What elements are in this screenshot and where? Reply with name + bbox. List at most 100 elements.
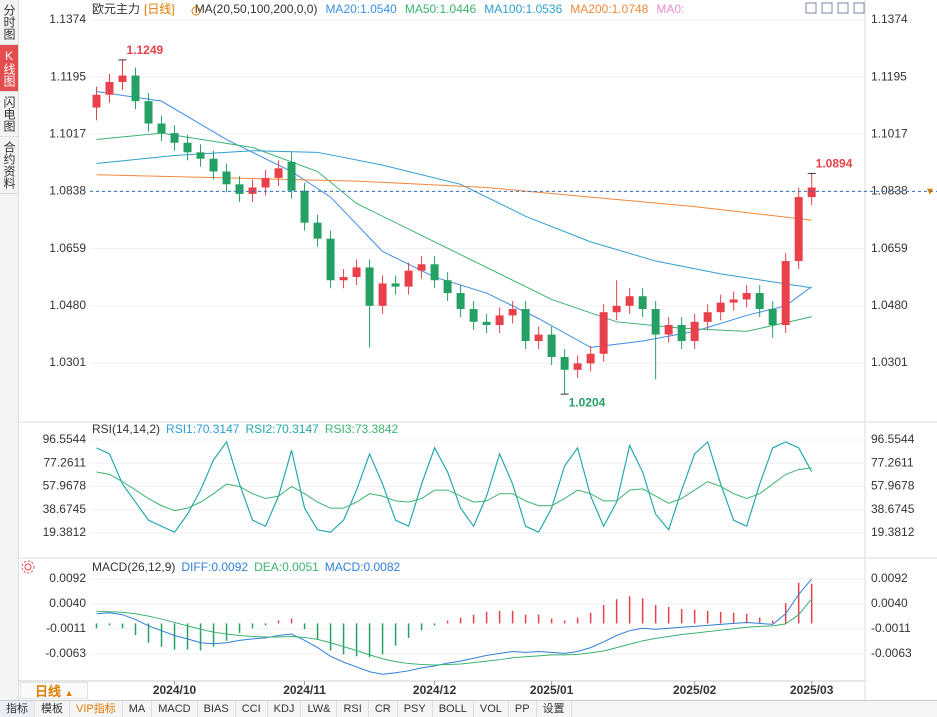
candle-body [612, 305, 621, 313]
candle-body [742, 293, 751, 300]
candle-body [729, 299, 738, 303]
icon[interactable] [24, 563, 32, 571]
y-tick-label: 1.0838 [49, 184, 86, 198]
candle-body [183, 142, 192, 153]
header-label: [日线] [144, 2, 175, 16]
toolbar-item[interactable]: CR [369, 701, 398, 717]
toolbar-item[interactable]: VIP指标 [70, 701, 123, 717]
toolbar-item[interactable]: 模板 [35, 701, 70, 717]
y-tick-label: 19.3812 [43, 525, 87, 539]
y-tick-label-right: 77.2611 [871, 455, 914, 469]
y-tick-label: 1.1374 [49, 12, 86, 26]
extreme-label: 1.1249 [127, 43, 164, 57]
header-label: MACD(26,12,9) [92, 560, 175, 574]
macd-line [96, 578, 813, 675]
y-tick-label: 77.2611 [44, 455, 87, 469]
icon[interactable] [821, 2, 833, 14]
toolbar-item[interactable]: CCI [236, 701, 268, 717]
candle-body [209, 158, 218, 172]
y-tick-label-right: 19.3812 [871, 525, 915, 539]
toolbar-item[interactable]: RSI [337, 701, 369, 717]
toolbar-item[interactable]: PP [509, 701, 537, 717]
header-label: MA0: [656, 2, 684, 16]
candle-body [651, 309, 660, 335]
x-tick-label: 2024/10 [153, 683, 197, 697]
ma-line [96, 132, 812, 332]
toolbar-item[interactable]: BOLL [433, 701, 474, 717]
header-label: MACD:0.0082 [325, 560, 401, 574]
toolbar-item[interactable]: 指标 [0, 701, 35, 717]
candle-body [599, 312, 608, 354]
candle-body [105, 81, 114, 95]
settings-sun[interactable] [21, 560, 35, 574]
candle-body [404, 270, 413, 287]
y-tick-label-right: 1.0480 [871, 298, 908, 312]
y-tick-label-right: 1.0838 [871, 184, 908, 198]
candle-body [313, 222, 322, 239]
x-tick-label: 2024/11 [283, 683, 326, 697]
candle-body [638, 296, 647, 310]
toolbar-item[interactable]: PSY [398, 701, 433, 717]
window-icons[interactable] [805, 2, 865, 14]
header-label: DEA:0.0051 [254, 560, 319, 574]
y-tick-label-right: 1.0659 [871, 241, 908, 255]
toolbar-item[interactable]: LW& [301, 701, 338, 717]
chart: ▼ 1.1374 1.1374 1.1195 1.1195 1.1017 1.1017 1.… [18, 0, 937, 700]
candle-body [196, 152, 205, 159]
candle-body [664, 325, 673, 335]
sidebar-tab[interactable]: K线图 [0, 45, 18, 92]
toolbar-item[interactable]: 设置 [537, 701, 572, 717]
header-label: MA200:1.0748 [570, 2, 648, 16]
extreme-label: 1.0204 [569, 395, 606, 409]
header-label: MA20:1.0540 [325, 2, 397, 16]
toolbar-item[interactable]: BIAS [198, 701, 236, 717]
y-tick-label: 0.0092 [49, 571, 86, 585]
candle-body [703, 312, 712, 322]
candle-body [482, 321, 491, 326]
sidebar-tab[interactable]: 合约资料 [0, 137, 18, 194]
sidebar-tab[interactable]: 闪电图 [0, 92, 18, 137]
y-tick-label: -0.0011 [46, 621, 86, 635]
y-tick-label-right: -0.0011 [871, 621, 911, 635]
icon[interactable] [805, 2, 817, 14]
icon[interactable] [21, 560, 35, 574]
candle-body [456, 293, 465, 310]
candle-body [144, 101, 153, 124]
header-label: MA50:1.0446 [405, 2, 477, 16]
candle-body [274, 168, 283, 178]
period-selector[interactable]: 日线 ▲ [20, 682, 88, 699]
candle-body [690, 321, 699, 342]
toolbar-item[interactable]: MA [123, 701, 153, 717]
toolbar: 指标 模板 VIP指标 MA MACD BIAS CCI KDJ LW& RSI CR PSY BOLL… [0, 700, 937, 717]
candle-body [352, 267, 361, 278]
sidebar-tab[interactable]: 分时图 [0, 0, 18, 45]
candle-body [248, 187, 257, 194]
candle-body [391, 283, 400, 287]
candle-body [170, 133, 179, 143]
candle-body [326, 238, 335, 281]
dropdown-arrow[interactable]: ▲ [64, 688, 74, 698]
y-tick-label-right: 1.0301 [871, 355, 908, 369]
candle-body [365, 267, 374, 306]
candle-body [222, 171, 231, 185]
candle-body [443, 280, 452, 294]
candle-body [131, 75, 140, 102]
y-tick-label: 57.9678 [43, 479, 87, 493]
toolbar-item[interactable]: MACD [152, 701, 198, 717]
ma-line [96, 91, 812, 348]
toolbar-item[interactable]: KDJ [268, 701, 302, 717]
sidebar: 分时图 K线图 闪电图 合约资料 [0, 0, 19, 700]
extreme-label: 1.0894 [816, 157, 853, 171]
icon[interactable] [837, 2, 849, 14]
candle-body [430, 264, 439, 281]
period-label[interactable]: 日线 [35, 684, 62, 699]
y-tick-label: 38.6745 [43, 502, 87, 516]
icon[interactable] [853, 2, 865, 14]
rsi-line [96, 440, 813, 533]
toolbar-item[interactable]: VOL [474, 701, 509, 717]
candle-body [339, 277, 348, 281]
x-tick-label: 2025/02 [673, 683, 717, 697]
macd-line [96, 598, 813, 666]
candle-body [235, 184, 244, 194]
